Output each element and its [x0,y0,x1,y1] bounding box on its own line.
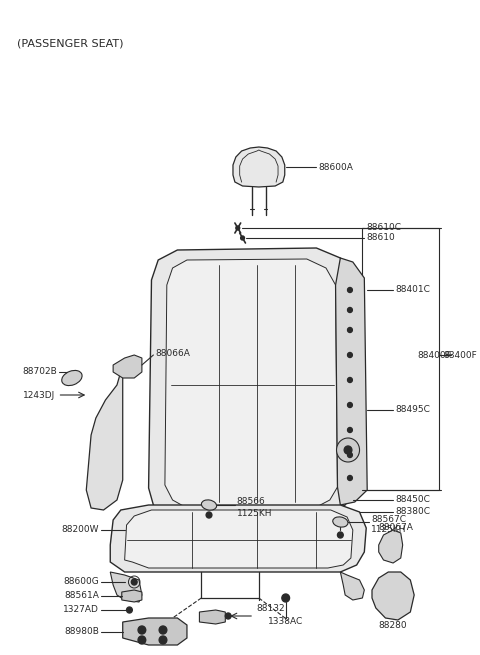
Polygon shape [149,248,355,515]
Polygon shape [199,610,225,624]
Circle shape [348,352,352,358]
Text: 88600A: 88600A [318,162,353,172]
Circle shape [138,626,146,634]
Text: (PASSENGER SEAT): (PASSENGER SEAT) [17,38,124,48]
Text: 88401C: 88401C [395,286,430,295]
Circle shape [132,579,137,585]
Ellipse shape [62,371,82,386]
Circle shape [348,307,352,312]
Text: 88200W: 88200W [61,525,99,534]
Text: 88495C: 88495C [395,405,430,415]
Polygon shape [372,572,414,620]
Text: 88610C: 88610C [366,223,401,233]
Ellipse shape [202,500,216,510]
Polygon shape [379,530,403,563]
Text: 88066A: 88066A [156,348,190,358]
Polygon shape [233,147,285,187]
Circle shape [348,453,352,457]
Circle shape [336,438,360,462]
Circle shape [282,594,289,602]
Text: 88561A: 88561A [64,591,99,601]
Polygon shape [340,572,364,600]
Circle shape [348,428,352,432]
Polygon shape [86,365,123,510]
Circle shape [159,636,167,644]
Text: 88067A: 88067A [379,523,414,531]
Text: 1338AC: 1338AC [268,618,303,626]
Text: 1243DJ: 1243DJ [24,390,56,400]
Text: 88567C: 88567C [371,514,406,523]
Circle shape [240,236,244,240]
Text: 1327AD: 1327AD [63,605,99,614]
Polygon shape [113,355,142,378]
Circle shape [225,613,231,619]
Text: 88132: 88132 [256,604,285,613]
Circle shape [348,377,352,383]
Text: 88380C: 88380C [395,508,430,517]
Text: 1125KH: 1125KH [371,525,407,534]
Circle shape [138,636,146,644]
Text: 88980B: 88980B [64,627,99,637]
Polygon shape [123,618,187,645]
Ellipse shape [333,517,348,527]
Polygon shape [165,259,337,508]
Polygon shape [125,510,353,568]
Circle shape [337,532,343,538]
Polygon shape [122,590,142,602]
Circle shape [236,226,240,230]
Text: 88280: 88280 [379,620,408,629]
Circle shape [348,476,352,481]
Circle shape [206,512,212,518]
Text: 88450C: 88450C [395,495,430,504]
Text: 88400F: 88400F [417,350,451,360]
Circle shape [348,403,352,407]
Text: 88566: 88566 [237,498,265,506]
Circle shape [344,446,352,454]
Circle shape [159,626,167,634]
Polygon shape [110,505,366,572]
Polygon shape [336,258,367,505]
Text: 1125KH: 1125KH [237,508,272,517]
Text: 88702B: 88702B [23,367,58,377]
Circle shape [348,288,352,293]
Polygon shape [110,572,142,602]
Text: 88610: 88610 [366,233,395,242]
Circle shape [127,607,132,613]
Circle shape [348,328,352,333]
Text: 88600G: 88600G [63,578,99,586]
Text: 88400F: 88400F [443,350,477,360]
